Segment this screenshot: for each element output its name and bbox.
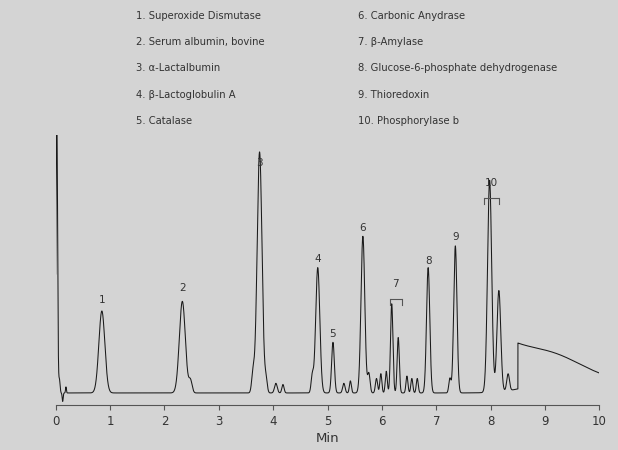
Text: 4. β-Lactoglobulin A: 4. β-Lactoglobulin A [136,90,235,99]
Text: 9: 9 [452,232,459,242]
Text: 3. α-Lactalbumin: 3. α-Lactalbumin [136,63,220,73]
Text: 3: 3 [256,158,263,167]
Text: 7. β-Amylase: 7. β-Amylase [358,37,424,47]
Text: 1: 1 [98,295,105,305]
Text: 8. Glucose-6-phosphate dehydrogenase: 8. Glucose-6-phosphate dehydrogenase [358,63,557,73]
Text: 9. Thioredoxin: 9. Thioredoxin [358,90,430,99]
Text: 5: 5 [329,328,336,339]
Text: 10: 10 [485,178,498,188]
Text: 8: 8 [425,256,431,266]
Text: 2: 2 [179,283,185,293]
Text: 2. Serum albumin, bovine: 2. Serum albumin, bovine [136,37,265,47]
Text: 5. Catalase: 5. Catalase [136,116,192,126]
X-axis label: Min: Min [316,432,339,445]
Text: 1. Superoxide Dismutase: 1. Superoxide Dismutase [136,11,261,21]
Text: 6: 6 [360,223,366,233]
Text: 4: 4 [315,254,321,264]
Text: 7: 7 [392,279,399,289]
Text: 6. Carbonic Anydrase: 6. Carbonic Anydrase [358,11,465,21]
Text: 10. Phosphorylase b: 10. Phosphorylase b [358,116,459,126]
